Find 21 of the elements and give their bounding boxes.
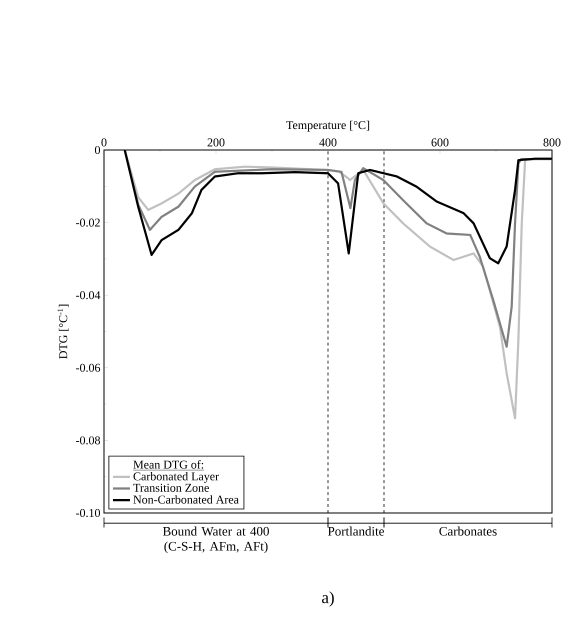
text: a)	[322, 591, 334, 607]
legend-label: Carbonated Layer	[134, 472, 219, 483]
x-tick-label: 400	[319, 138, 337, 146]
x-axis-title: Temperature [°C]	[286, 120, 370, 132]
y-tick-label: -0.10	[76, 508, 100, 518]
legend-title: Mean DTG of:	[133, 460, 204, 469]
y-tick-label: -0.06	[76, 364, 100, 372]
legend-label: Transition Zone	[133, 484, 209, 492]
text: Carbonates	[439, 526, 497, 536]
y-axis-title: DTG [°C$^{-1}$]	[58, 304, 69, 359]
text: Bound Water at 400 (C-S-H, AFm, AFt)	[162, 526, 269, 554]
x-tick-label: 800	[543, 138, 560, 146]
y-tick-label: -0.02	[76, 218, 100, 227]
y-tick-label: -0.04	[76, 291, 100, 300]
legend-label: Non-Carbonated Area	[133, 495, 239, 504]
x-tick-label: 600	[432, 138, 449, 146]
y-tick-label: -0.08	[76, 436, 100, 444]
x-tick-label: 0	[101, 138, 107, 146]
x-tick-label: 200	[208, 138, 225, 146]
text: Portlandite	[328, 526, 384, 536]
y-tick-label: 0	[94, 146, 100, 154]
